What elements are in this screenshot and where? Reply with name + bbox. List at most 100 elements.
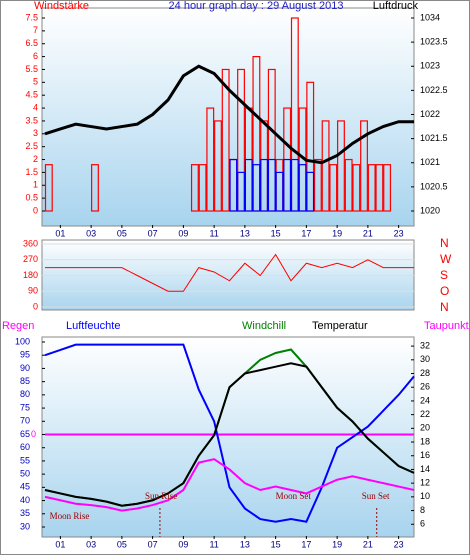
wind-bar [313,158,322,212]
legend-label: Luftfeuchte [66,320,120,332]
y2-tick-label: 1034 [420,12,440,22]
wind-bar [260,158,269,212]
y-tick-label: 55 [20,455,30,465]
annotation: Moon Rise [50,511,90,521]
compass-label: W [440,252,452,266]
wind-bar [221,68,230,212]
y2-tick-label: 12 [420,478,430,488]
wind-bar [298,164,307,212]
y-label: Windstärke [34,0,89,12]
x-tick-label: 15 [271,539,281,549]
wind-bar [329,164,338,212]
x-tick-label: 03 [86,228,96,238]
y-tick-label: 85 [20,376,30,386]
wind-bar [244,158,253,212]
y-tick-label: 70 [20,416,30,426]
y-tick-label: 100 [15,336,30,346]
y2-tick-label: 1020.5 [420,181,448,191]
y-tick-label: 0 [33,205,38,215]
y-tick-label: 1 [33,180,38,190]
annotation: Sun Rise [145,491,177,501]
wind-bar [198,164,207,212]
wind-bar [229,158,238,212]
x-tick-label: 23 [394,228,404,238]
y2-tick-label: 16 [420,450,430,460]
x-tick-label: 17 [301,539,311,549]
rain-tick-label: 0 [31,429,36,439]
y-tick-label: 2.5 [25,141,38,151]
series-line [44,343,415,523]
y-tick-label: 4.5 [25,90,38,100]
x-tick-label: 13 [240,539,250,549]
x-tick-label: 11 [209,228,218,238]
y-tick-label: 7.5 [25,12,38,22]
x-tick-label: 01 [55,228,65,238]
y2-tick-label: 1023 [420,61,440,71]
wind-bar [206,107,215,212]
y-tick-label: 80 [20,389,30,399]
x-tick-label: 07 [148,539,158,549]
y-tick-label: 3.5 [25,115,38,125]
y2-tick-label: 1021 [420,157,440,167]
y-tick-label: 90 [20,363,30,373]
annotation: Moon Set [276,491,312,501]
y-tick-label: 2 [33,154,38,164]
y2-tick-label: 10 [420,491,430,501]
legend-label: Temperatur [312,320,368,332]
y2-tick-label: 1023.5 [420,37,448,47]
y-tick-label: 360 [23,238,38,248]
y2-tick-label: 18 [420,436,430,446]
y2-tick-label: 1022 [420,109,440,119]
y-tick-label: 0.5 [25,193,38,203]
x-tick-label: 13 [240,228,250,238]
wind-bar [344,158,353,212]
x-tick-label: 21 [363,228,373,238]
y-tick-label: 1.5 [25,167,38,177]
y-tick-label: 65 [20,429,30,439]
x-tick-label: 09 [178,228,188,238]
y-tick-label: 45 [20,482,30,492]
y-tick-label: 4 [33,102,38,112]
y-tick-label: 75 [20,402,30,412]
y2-tick-label: 20 [420,423,430,433]
x-tick-label: 19 [332,228,342,238]
x-tick-label: 07 [148,228,158,238]
y-tick-label: 6.5 [25,38,38,48]
y-tick-label: 40 [20,495,30,505]
x-tick-label: 05 [117,539,127,549]
y-tick-label: 95 [20,350,30,360]
pressure-line [44,64,414,165]
y-tick-label: 90 [28,286,38,296]
compass-label: S [440,268,448,282]
y-tick-label: 270 [23,254,38,264]
wind-bar [275,171,284,212]
wind-bar [44,164,53,212]
legend-label: Windchill [242,320,286,332]
series-line [44,362,415,507]
y2-tick-label: 14 [420,464,430,474]
compass-label: N [440,236,449,250]
wind-bar [383,164,392,212]
wind-bar [352,164,361,212]
x-tick-label: 11 [209,539,218,549]
y2-tick-label: 6 [420,519,425,529]
y2-tick-label: 22 [420,409,430,419]
legend-label: Taupunkt [424,320,469,332]
y-tick-label: 50 [20,469,30,479]
y-tick-label: 30 [20,521,30,531]
y2-tick-label: 28 [420,368,430,378]
compass-label: O [440,284,449,298]
chart-title: 24 hour graph day : 29 August 2013 [169,0,344,12]
y2-tick-label: 24 [420,395,430,405]
x-tick-label: 21 [363,539,373,549]
x-tick-label: 17 [301,228,311,238]
x-tick-label: 05 [117,228,127,238]
y2-tick-label: 32 [420,340,430,350]
legend-label: Regen [2,320,34,332]
wind-bar [237,171,245,212]
annotation: Sun Set [362,491,390,501]
wind-bar [214,120,222,212]
wind-bar [290,158,299,212]
